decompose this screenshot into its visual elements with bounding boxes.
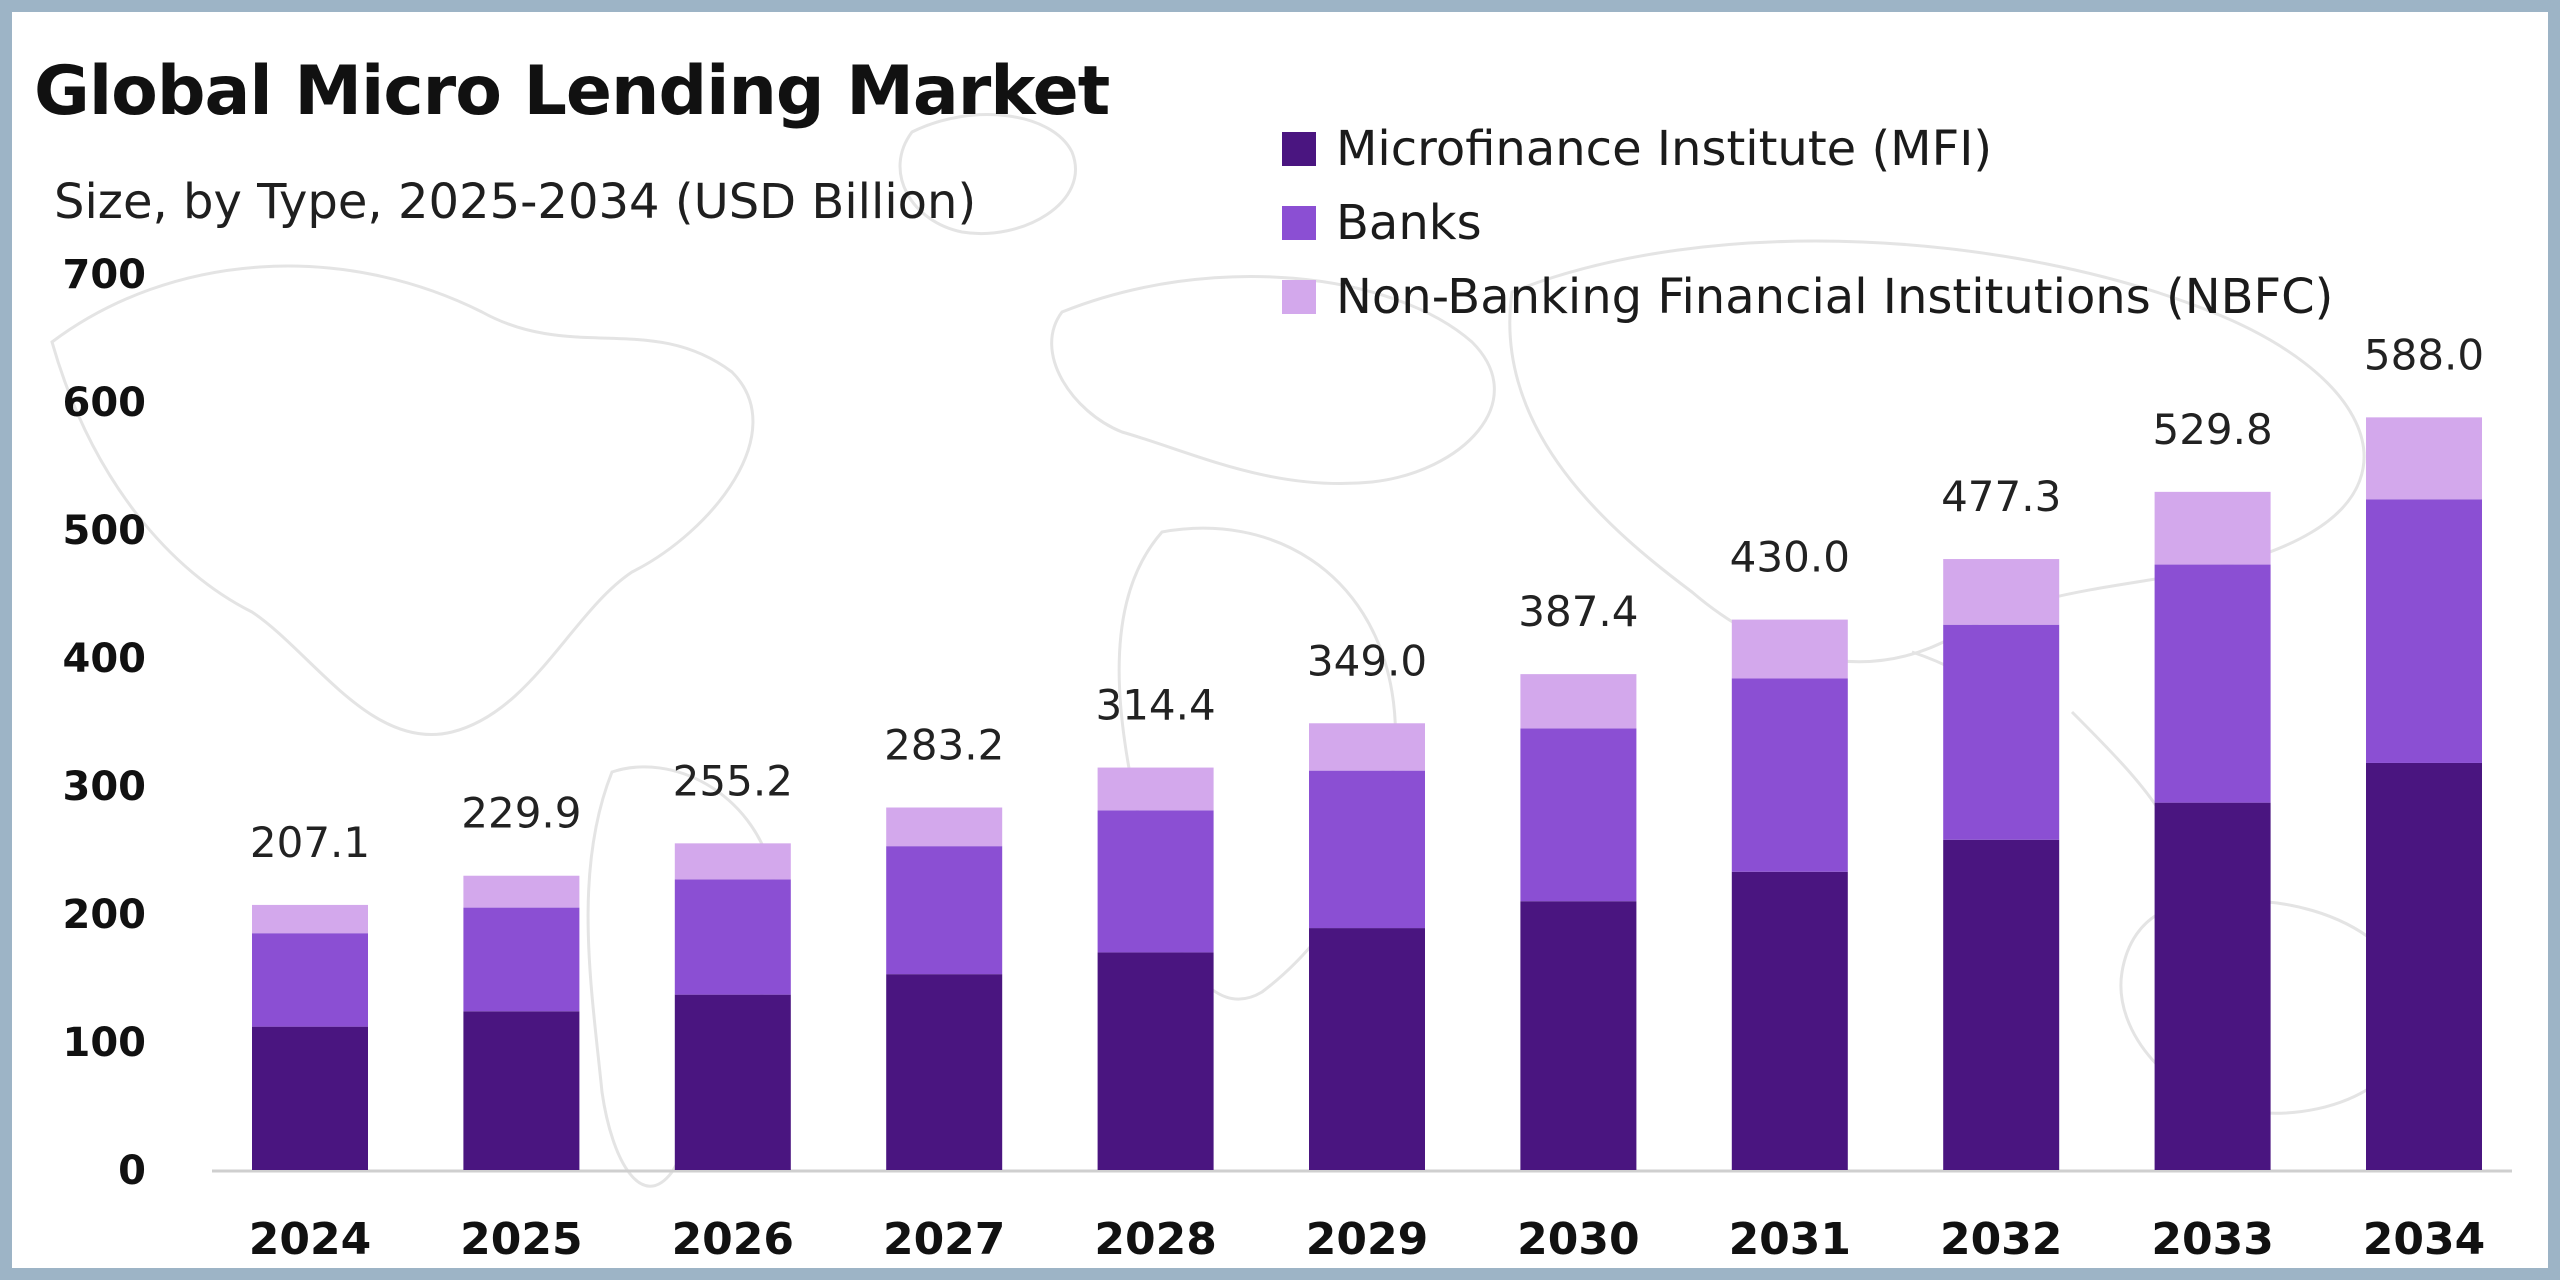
bar-segment-mfi-2029 <box>1309 928 1425 1170</box>
data-label-total: 255.2 <box>673 756 793 805</box>
x-tick-label: 2026 <box>672 1214 794 1265</box>
x-tick-label: 2029 <box>1306 1214 1428 1265</box>
data-label-total: 588.0 <box>2364 330 2484 379</box>
chart-frame: Global Micro Lending Market Size, by Typ… <box>12 12 2548 1268</box>
x-tick-label: 2024 <box>249 1214 371 1265</box>
legend-label-nbfc: Non-Banking Financial Institutions (NBFC… <box>1336 269 2334 325</box>
bar-segment-nbfc-2025 <box>463 875 580 908</box>
bar-segment-banks-2033 <box>2154 564 2271 803</box>
bar-segment-mfi-2025 <box>463 1011 580 1170</box>
bar-segment-nbfc-2026 <box>674 843 791 880</box>
y-tick-label: 0 <box>118 1148 146 1194</box>
data-label-total: 314.4 <box>1095 681 1215 730</box>
legend-label-banks: Banks <box>1336 195 1482 251</box>
data-label-total: 387.4 <box>1518 587 1638 636</box>
legend-label-mfi: Microfinance Institute (MFI) <box>1336 121 1993 177</box>
legend-item-banks: Banks <box>1282 186 2333 260</box>
x-tick-label: 2033 <box>2151 1214 2273 1265</box>
legend-swatch-banks <box>1282 206 1316 240</box>
bar-segment-mfi-2031 <box>1731 871 1848 1170</box>
bar-segment-banks-2031 <box>1731 678 1848 872</box>
x-tick-label: 2027 <box>883 1214 1005 1265</box>
y-tick-label: 500 <box>63 508 147 554</box>
legend-item-mfi: Microfinance Institute (MFI) <box>1282 112 2333 186</box>
x-tick-label: 2031 <box>1729 1214 1851 1265</box>
y-tick-label: 100 <box>63 1020 147 1066</box>
x-tick-label: 2032 <box>1940 1214 2062 1265</box>
legend-swatch-mfi <box>1282 132 1316 166</box>
bar-segment-nbfc-2027 <box>886 807 1003 847</box>
bar-segment-banks-2029 <box>1309 770 1425 929</box>
chart-subtitle: Size, by Type, 2025-2034 (USD Billion) <box>54 174 977 230</box>
bar-segment-mfi-2026 <box>674 994 791 1170</box>
data-label-total: 283.2 <box>884 721 1004 770</box>
x-tick-label: 2028 <box>1094 1214 1216 1265</box>
data-label-total: 477.3 <box>1941 472 2061 521</box>
bar-segment-mfi-2034 <box>2366 762 2482 1170</box>
bar-segment-banks-2025 <box>463 907 580 1012</box>
bar-segment-banks-2030 <box>1520 728 1637 902</box>
bar-segment-mfi-2032 <box>1943 839 2060 1170</box>
bar-segment-banks-2027 <box>886 846 1003 975</box>
legend-item-nbfc: Non-Banking Financial Institutions (NBFC… <box>1282 260 2333 334</box>
data-label-total: 430.0 <box>1730 533 1850 582</box>
data-label-total: 349.0 <box>1307 636 1427 685</box>
bar-segment-nbfc-2030 <box>1520 674 1637 729</box>
data-label-total: 529.8 <box>2152 405 2272 454</box>
x-tick-label: 2030 <box>1517 1214 1639 1265</box>
bar-segment-nbfc-2032 <box>1943 559 2060 625</box>
y-tick-label: 600 <box>63 380 147 426</box>
chart-legend: Microfinance Institute (MFI) Banks Non-B… <box>1282 112 2333 334</box>
bar-segment-banks-2028 <box>1097 810 1214 953</box>
bar-segment-mfi-2028 <box>1097 952 1214 1170</box>
bar-segment-banks-2024 <box>252 933 368 1027</box>
bar-segment-banks-2034 <box>2366 499 2482 763</box>
bar-segment-nbfc-2034 <box>2366 417 2482 500</box>
data-label-total: 229.9 <box>461 789 581 838</box>
bar-segment-banks-2026 <box>674 879 791 995</box>
x-tick-label: 2025 <box>460 1214 582 1265</box>
y-tick-label: 300 <box>63 764 147 810</box>
bar-segment-mfi-2030 <box>1520 901 1637 1170</box>
bar-segment-mfi-2027 <box>886 974 1003 1170</box>
x-tick-label: 2034 <box>2363 1214 2485 1265</box>
chart-title: Global Micro Lending Market <box>34 52 1110 131</box>
bar-segment-mfi-2033 <box>2154 802 2271 1170</box>
bar-segment-nbfc-2029 <box>1309 723 1425 771</box>
bar-segment-nbfc-2028 <box>1097 767 1214 811</box>
chart-plot: 0 100 200 300 400 500 600 700 207.1 2024 229.9 2025… <box>63 252 2512 1265</box>
y-tick-label: 700 <box>63 252 147 298</box>
y-tick-label: 200 <box>63 892 147 938</box>
y-tick-label: 400 <box>63 636 147 682</box>
data-label-total: 207.1 <box>250 818 370 867</box>
bar-segment-nbfc-2033 <box>2154 491 2271 565</box>
bar-segment-banks-2032 <box>1943 624 2060 840</box>
legend-swatch-nbfc <box>1282 280 1316 314</box>
bar-segment-nbfc-2024 <box>252 904 368 934</box>
bar-segment-nbfc-2031 <box>1731 619 1848 679</box>
bar-segment-mfi-2024 <box>252 1026 368 1170</box>
